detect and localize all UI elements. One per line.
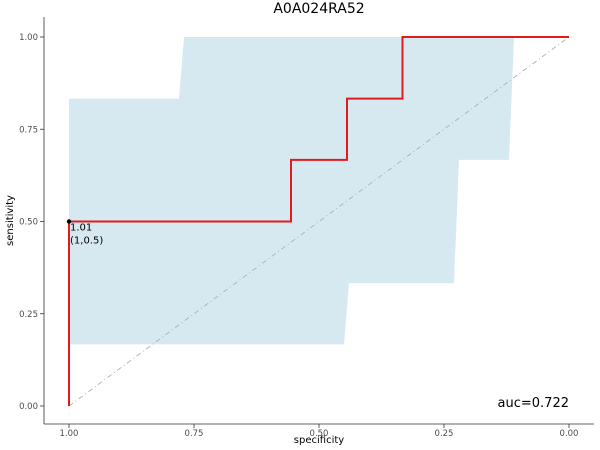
- y-tick-label: 1.00: [19, 33, 38, 43]
- x-axis-title: specificity: [294, 435, 344, 446]
- diagonal-reference-line: [68, 36, 570, 407]
- plot-area: [66, 36, 570, 407]
- x-tick-label: 0.00: [560, 429, 579, 439]
- y-tick-label: 0.50: [19, 218, 38, 228]
- chart-title: A0A024RA52: [273, 1, 364, 17]
- y-tick-label: 0.25: [19, 310, 38, 320]
- threshold-coordinates-label: (1,0.5): [70, 236, 103, 247]
- threshold-point: [66, 219, 72, 224]
- auc-label: auc=0.722: [498, 396, 569, 411]
- y-tick-label: 0.75: [19, 125, 38, 135]
- x-tick-label: 0.25: [435, 429, 454, 439]
- x-axis: 1.00 0.75 0.50 0.25 0.00: [60, 424, 579, 439]
- y-axis-title: sensitivity: [5, 195, 16, 246]
- y-axis: 0.00 0.25 0.50 0.75 1.00: [19, 33, 44, 412]
- threshold-label: 1.01: [70, 223, 92, 234]
- y-tick-label: 0.00: [19, 402, 38, 412]
- x-tick-label: 0.50: [310, 429, 329, 439]
- x-tick-label: 1.00: [60, 429, 79, 439]
- roc-curve-line: [68, 36, 569, 406]
- x-tick-label: 0.75: [185, 429, 204, 439]
